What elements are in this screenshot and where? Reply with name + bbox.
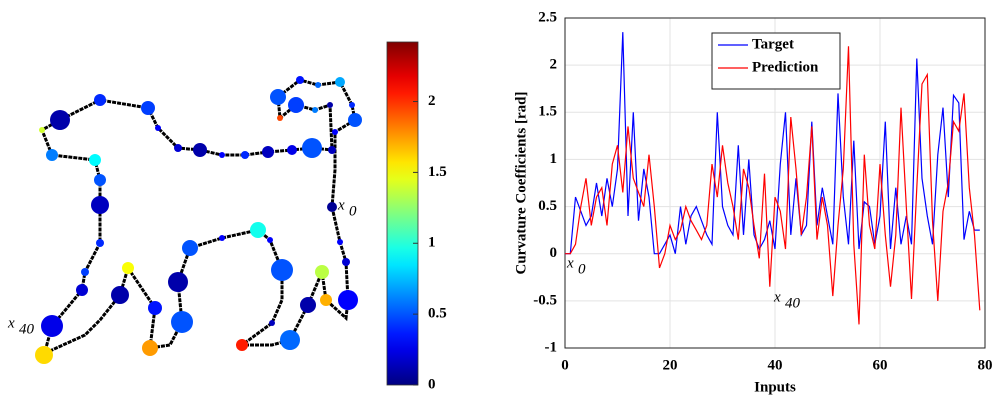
x-tick-label: 80 [978, 357, 993, 373]
curvature-point [35, 346, 53, 364]
curvature-point [270, 89, 286, 105]
curvature-point [315, 82, 321, 88]
curvature-point [155, 125, 161, 131]
curvature-point [142, 340, 158, 356]
series-line [565, 46, 981, 325]
curvature-point [193, 143, 207, 157]
curvature-point [182, 240, 198, 256]
curvature-point [315, 265, 329, 279]
curvature-point [89, 154, 101, 166]
x-axis-label: Inputs [754, 379, 796, 395]
curvature-point [122, 262, 134, 274]
x-tick-label: 0 [561, 357, 569, 373]
curvature-point [81, 268, 89, 276]
x-tick-label: 40 [768, 357, 783, 373]
curvature-point [50, 110, 70, 130]
curvature-point [348, 113, 362, 127]
curvature-point [94, 174, 106, 186]
y-tick-label: -0.5 [533, 292, 557, 308]
colorbar-tick-label: 0.5 [428, 306, 447, 322]
annotation: x [773, 289, 781, 305]
curvature-point [141, 101, 155, 115]
annotation: x [7, 315, 15, 331]
colorbar-tick-label: 2 [428, 93, 436, 109]
curvature-point [337, 239, 343, 245]
y-tick-label: 2.5 [538, 9, 557, 25]
y-tick-label: 0 [550, 245, 558, 261]
annotation-subscript: 0 [578, 261, 586, 277]
curvature-point [271, 259, 293, 281]
curvature-point [338, 290, 358, 310]
y-tick-label: 1 [550, 151, 558, 167]
curvature-point [219, 152, 225, 158]
curvature-point [277, 115, 283, 121]
curvature-point [219, 235, 225, 241]
y-tick-label: 2 [550, 57, 558, 73]
colorbar-tick-label: 1.5 [428, 164, 447, 180]
curvature-point [41, 315, 63, 337]
curvature-point [168, 272, 188, 292]
curvature-point [327, 202, 337, 212]
curvature-point [280, 330, 300, 350]
curvature-point [269, 320, 275, 326]
curvature-point [267, 237, 273, 243]
curvature-point [312, 107, 318, 113]
annotation-subscript: 40 [785, 295, 801, 311]
curvature-point [342, 258, 350, 266]
legend-box [711, 32, 841, 90]
curvature-point [300, 297, 316, 313]
annotation-subscript: 0 [349, 203, 357, 219]
legend-label: Prediction [752, 59, 819, 75]
curvature-point [288, 97, 304, 113]
curvature-point [332, 129, 338, 135]
plot-frame [564, 17, 986, 349]
contour [40, 78, 357, 359]
curvature-point [349, 102, 355, 108]
y-axis-label: Curvature Coefficients [rad] [513, 91, 529, 274]
y-tick-label: 1.5 [538, 104, 557, 120]
curvature-point [46, 149, 58, 161]
annotation: x [566, 255, 574, 271]
curvature-point [76, 284, 88, 296]
curvature-point [296, 76, 304, 84]
x-tick-label: 20 [663, 357, 678, 373]
curvature-point [320, 294, 332, 306]
curvature-point [39, 127, 45, 133]
curvature-point [250, 222, 266, 238]
colorbar [386, 41, 419, 386]
curvature-point [287, 145, 297, 155]
curvature-point [327, 102, 333, 108]
curvature-point [91, 196, 109, 214]
x-tick-label: 60 [873, 357, 888, 373]
curvature-point [174, 144, 182, 152]
curvature-point [328, 146, 336, 154]
curvature-point [236, 339, 248, 351]
curvature-point [171, 311, 193, 333]
colorbar-tick-label: 1 [428, 235, 436, 251]
curvature-point [262, 146, 274, 158]
curvature-point [96, 239, 104, 247]
curvature-point [111, 286, 129, 304]
curvature-point [302, 138, 322, 158]
y-tick-label: 0.5 [538, 198, 557, 214]
annotation-subscript: 40 [19, 321, 35, 337]
annotation: x [337, 197, 345, 213]
curvature-point [148, 301, 162, 315]
legend-label: Target [752, 36, 794, 52]
curvature-point [335, 77, 345, 87]
y-tick-label: -1 [545, 339, 558, 355]
colorbar-tick-label: 0 [428, 376, 436, 392]
curvature-point [94, 94, 106, 106]
curvature-point [241, 151, 249, 159]
